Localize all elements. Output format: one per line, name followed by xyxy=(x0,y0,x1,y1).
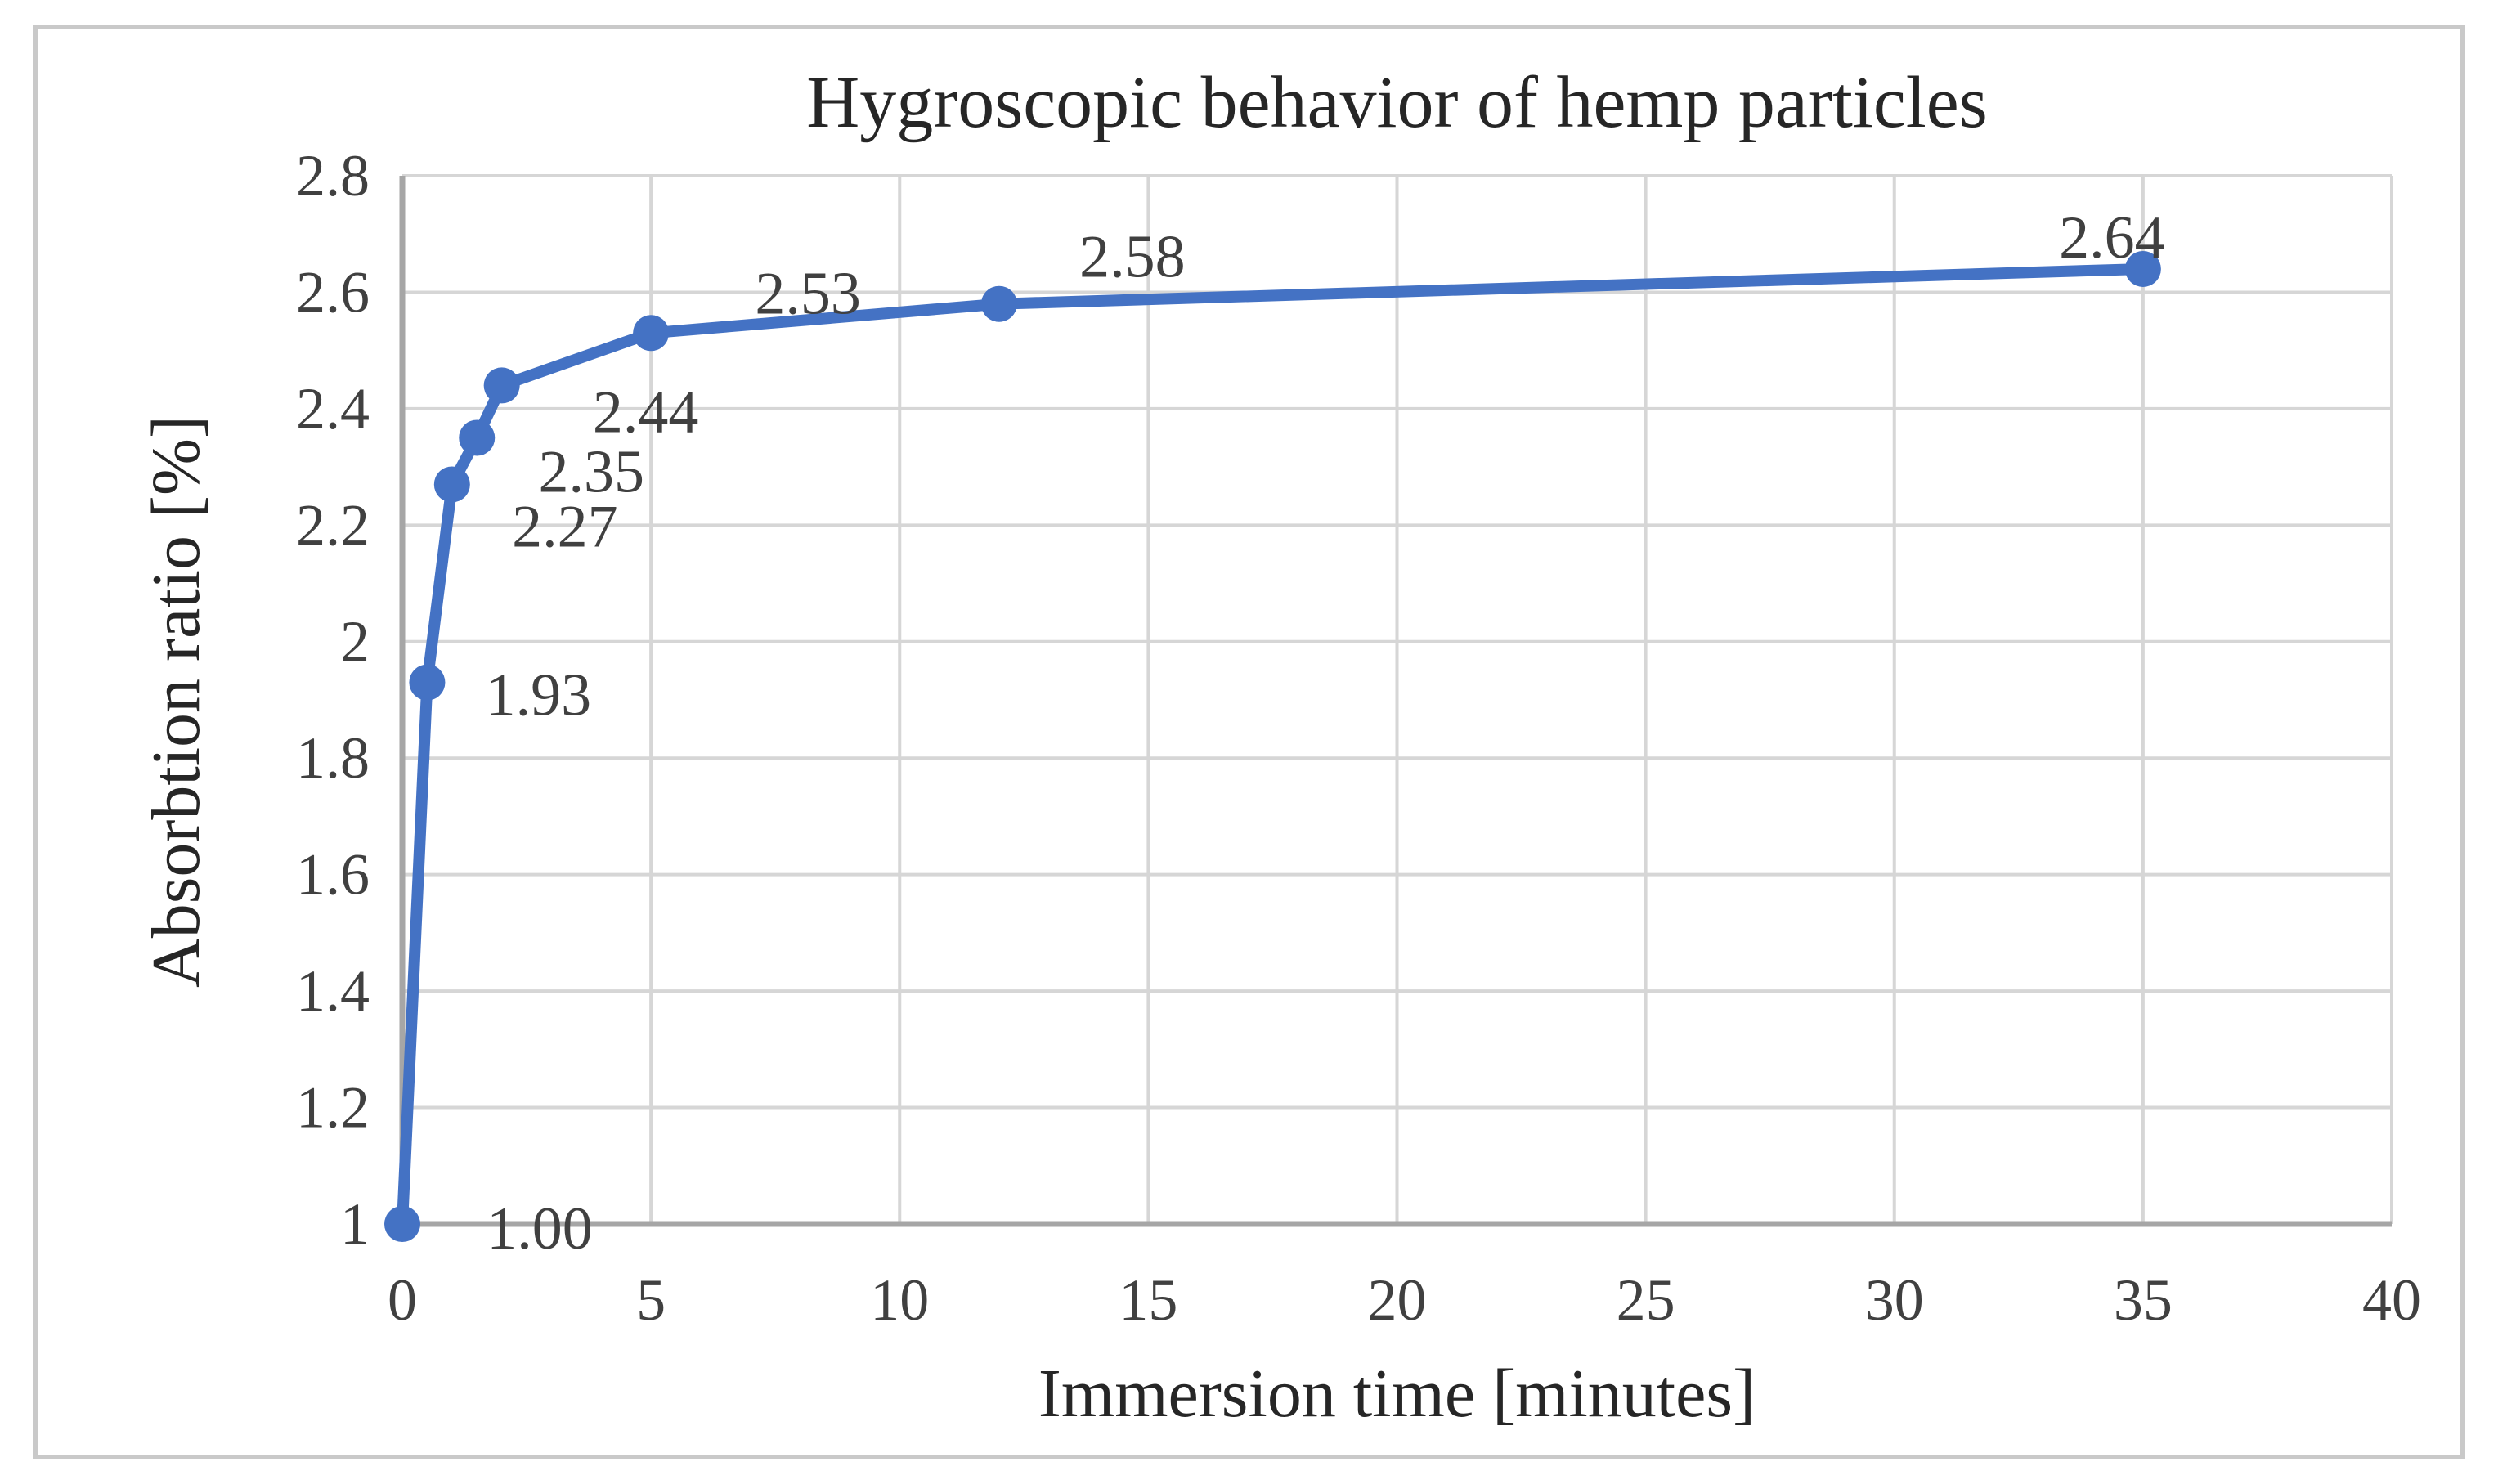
series-line xyxy=(397,262,2149,1230)
x-tick-label: 10 xyxy=(870,1267,929,1333)
x-tick-label: 25 xyxy=(1617,1267,1675,1333)
y-tick-label: 1.8 xyxy=(296,725,370,791)
x-tick-label: 0 xyxy=(388,1267,417,1333)
data-point-label: 2.53 xyxy=(755,260,861,327)
data-point xyxy=(433,466,470,503)
figure-border xyxy=(33,25,2465,1459)
y-tick-label: 2.8 xyxy=(296,143,370,208)
y-tick-label: 1.4 xyxy=(296,958,370,1024)
y-tick-label: 1.6 xyxy=(296,842,370,908)
data-point-label: 1.00 xyxy=(487,1195,593,1262)
data-point xyxy=(384,1206,420,1242)
y-tick-label: 2.4 xyxy=(296,376,370,442)
data-point-label: 1.93 xyxy=(486,662,592,729)
data-point xyxy=(980,285,1017,322)
x-axis-title: Immersion time [minutes] xyxy=(1038,1356,1756,1432)
data-point-label: 2.44 xyxy=(593,379,699,446)
data-point xyxy=(459,419,496,456)
y-axis-title: Absorbtion ratio [%] xyxy=(138,415,214,988)
data-point xyxy=(2124,250,2161,287)
x-tick-label: 30 xyxy=(1865,1267,1924,1333)
data-point-label: 2.58 xyxy=(1079,224,1186,291)
y-tick-label: 1 xyxy=(340,1191,370,1257)
y-tick-label: 2.2 xyxy=(296,492,370,558)
x-tick-label: 5 xyxy=(636,1267,666,1333)
data-point xyxy=(409,664,446,701)
data-point xyxy=(483,367,520,404)
chart-title: Hygroscopic behavior of hemp particles xyxy=(806,62,1988,143)
data-point-label: 2.27 xyxy=(512,493,618,560)
y-tick-label: 1.2 xyxy=(296,1075,370,1141)
x-tick-label: 15 xyxy=(1119,1267,1177,1333)
y-tick-label: 2 xyxy=(340,609,370,675)
data-point-label: 2.35 xyxy=(538,439,644,506)
data-point xyxy=(633,315,670,352)
data-point-label: 2.64 xyxy=(2059,204,2165,271)
y-tick-label: 2.6 xyxy=(296,259,370,325)
x-tick-label: 40 xyxy=(2362,1267,2421,1333)
x-tick-label: 35 xyxy=(2114,1267,2173,1333)
x-tick-label: 20 xyxy=(1368,1267,1427,1333)
